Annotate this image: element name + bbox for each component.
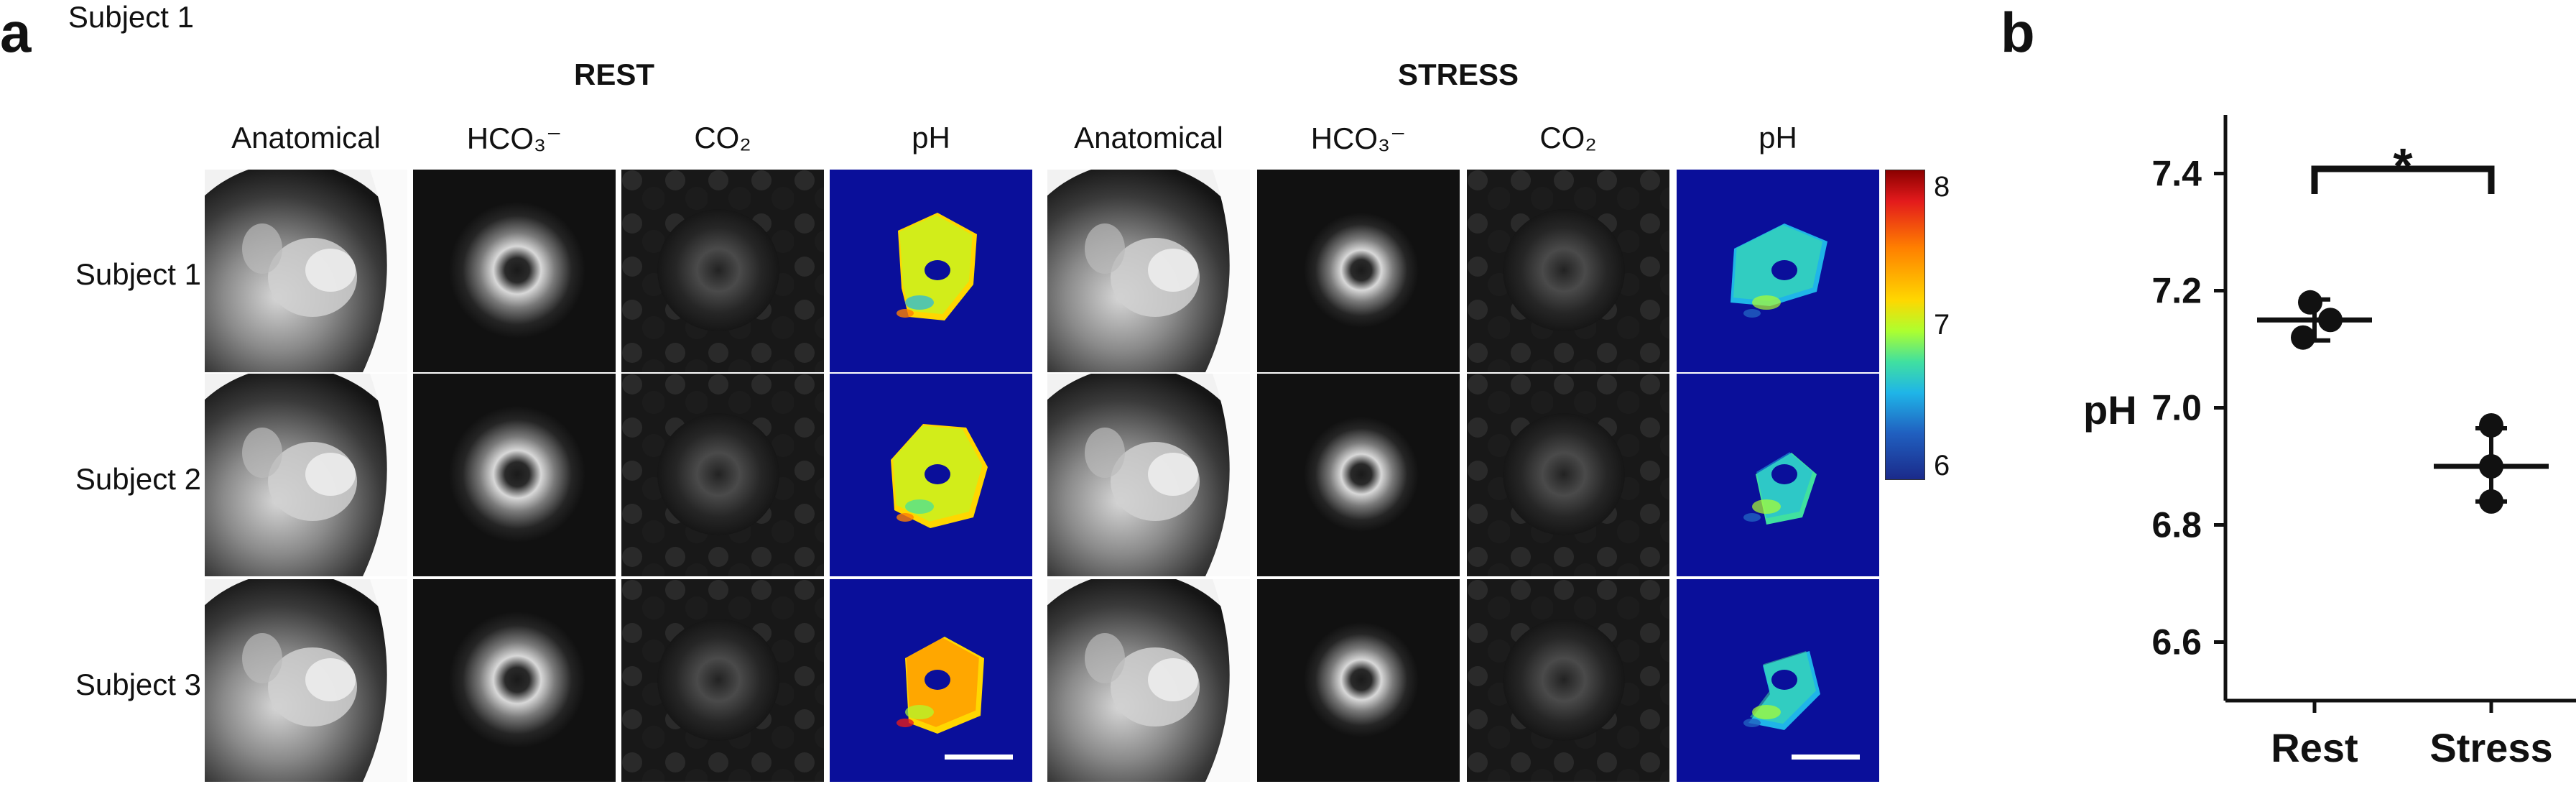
x-category-label: Stress [2429, 725, 2552, 770]
col-hco3-rest: HCO₃⁻ [466, 121, 562, 155]
data-point [2479, 454, 2503, 479]
hco3-map-stress-subject-3 [1257, 579, 1460, 782]
hco3-map-stress-subject-1 [1257, 170, 1460, 372]
scale-bar-rest [945, 755, 1013, 760]
colorbar-tick-7: 7 [1934, 309, 1950, 341]
y-axis-label: pH [2083, 387, 2137, 433]
colorbar-tick-8: 8 [1934, 171, 1950, 203]
ph-map-stress-subject-2 [1677, 374, 1879, 576]
ph-scatter-plot: 6.6 6.8 7.0 7.2 7.4 pH Rest Stress * [2083, 115, 2576, 770]
data-point [2298, 290, 2322, 315]
data-point [2318, 308, 2343, 333]
hco3-map-rest-subject-2 [413, 374, 616, 576]
panel-b-label: b [2001, 1, 2035, 64]
co2-map-stress-subject-1 [1467, 170, 1669, 372]
co2-map-rest-subject-2 [621, 374, 824, 576]
scale-bar-stress [1792, 755, 1860, 760]
panel-a-label: a [0, 1, 32, 64]
anatomical-image-rest-subject-3 [205, 579, 407, 782]
anatomical-image-rest-subject-2 [205, 374, 407, 576]
y-tick-label: 6.6 [2151, 622, 2202, 663]
ph-map-rest-subject-2 [830, 374, 1032, 576]
x-category-label: Rest [2271, 725, 2358, 770]
col-hco3-stress: HCO₃⁻ [1310, 121, 1407, 155]
col-co2-rest: CO₂ [694, 121, 751, 154]
hco3-map-rest-subject-3 [413, 579, 616, 782]
ph-map-rest-subject-1 [830, 170, 1032, 372]
y-tick-label: 7.4 [2151, 154, 2202, 194]
ph-map-stress-subject-1 [1677, 170, 1879, 372]
y-tick-label: 7.2 [2151, 271, 2202, 311]
data-point [2479, 489, 2503, 514]
co2-map-rest-subject-1 [621, 170, 824, 372]
co2-map-stress-subject-3 [1467, 579, 1669, 782]
significance-star: * [2393, 138, 2413, 194]
col-anatomical-rest: Anatomical [231, 121, 381, 154]
col-anatomical-stress: Anatomical [1074, 121, 1223, 154]
row-subject-1: Subject 1 [68, 0, 194, 34]
rest-header: REST [573, 57, 654, 91]
data-point [2479, 412, 2503, 438]
ph-colorbar [1885, 170, 1925, 480]
colorbar-tick-6: 6 [1934, 450, 1950, 481]
anatomical-image-stress-subject-1 [1047, 170, 1250, 372]
significance-bracket [2311, 165, 2495, 194]
col-co2-stress: CO₂ [1539, 121, 1597, 154]
row-subject-3: Subject 3 [75, 668, 201, 701]
co2-map-stress-subject-2 [1467, 374, 1669, 576]
stress-header: STRESS [1397, 57, 1519, 91]
ph-map-rest-subject-3 [830, 579, 1032, 782]
col-ph-rest: pH [912, 121, 950, 154]
hco3-map-rest-subject-1 [413, 170, 616, 372]
row-subject-1: Subject 1 [75, 257, 201, 291]
co2-map-rest-subject-3 [621, 579, 824, 782]
anatomical-image-rest-subject-1 [205, 170, 407, 372]
col-ph-stress: pH [1759, 121, 1797, 154]
row-subject-2: Subject 2 [75, 462, 201, 496]
anatomical-image-stress-subject-2 [1047, 374, 1250, 576]
anatomical-image-stress-subject-3 [1047, 579, 1250, 782]
hco3-map-stress-subject-2 [1257, 374, 1460, 576]
ph-map-stress-subject-3 [1677, 579, 1879, 782]
y-tick-label: 6.8 [2151, 505, 2202, 545]
data-point [2291, 325, 2315, 350]
y-tick-label: 7.0 [2151, 388, 2202, 428]
